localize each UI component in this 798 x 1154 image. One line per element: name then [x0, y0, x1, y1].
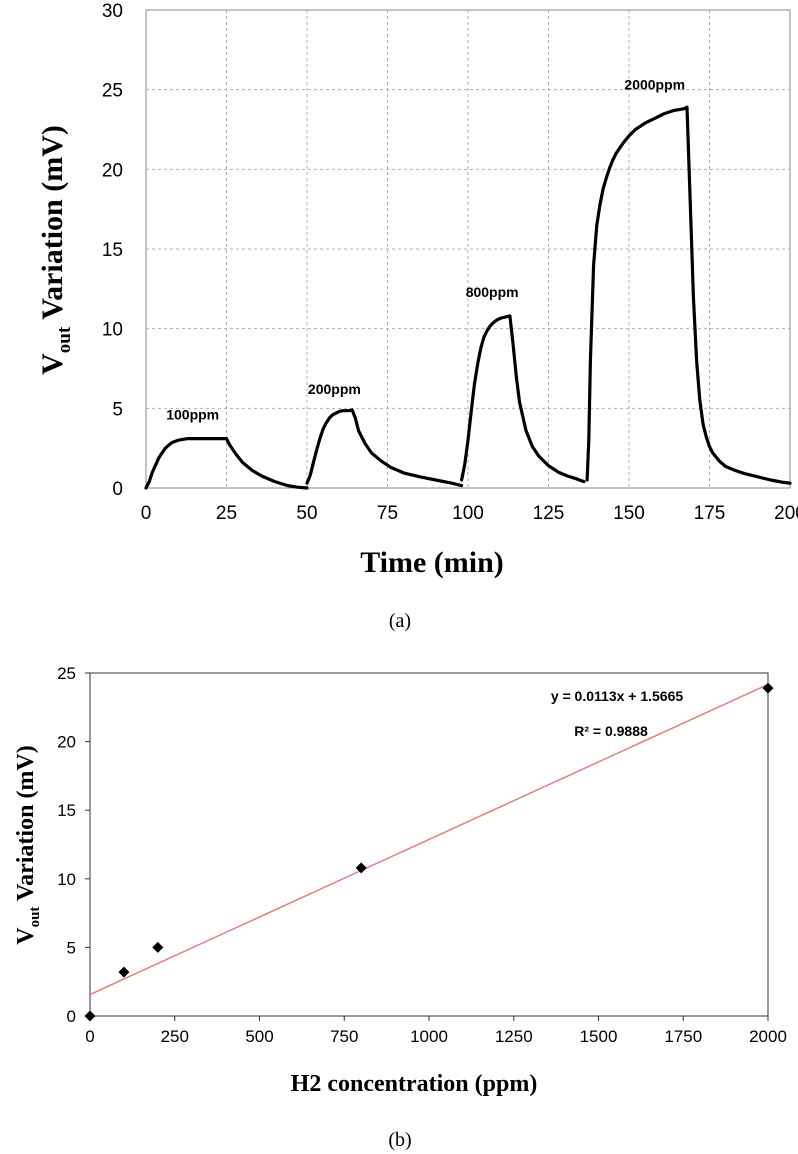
chart-b-x-tick-label: 2000 [749, 1027, 787, 1046]
chart-b-y-title-main: V [13, 927, 39, 945]
chart-b-y-title-rest: Variation (mV) [13, 745, 39, 906]
chart-a-annotation: 200ppm [308, 381, 361, 397]
chart-b-x-ticks: 0 250 500 750 1000 1250 1500 1750 2000 [85, 1016, 787, 1046]
chart-a-annotations: 100ppm 200ppm 800ppm 2000ppm [166, 77, 685, 423]
chart-b-y-title-sub: out [27, 907, 43, 928]
chart-a-caption: (a) [389, 610, 411, 632]
chart-a-x-tick-label: 0 [141, 503, 152, 524]
chart-a-y-tick-label: 25 [102, 81, 123, 102]
chart-b-equation: y = 0.0113x + 1.5665 [551, 688, 684, 704]
chart-a-y-ticks: 0 5 10 15 20 25 30 [102, 1, 123, 500]
chart-b-points [84, 682, 774, 1022]
chart-a-y-title-main: V [36, 353, 69, 375]
chart-a-x-tick-label: 75 [377, 503, 398, 524]
chart-a-y-title-sub: out [54, 326, 75, 353]
chart-a-x-axis-title: Time (min) [360, 546, 504, 579]
chart-a-y-tick-label: 0 [112, 479, 123, 500]
chart-b-y-tick-label: 5 [67, 938, 76, 957]
chart-b-x-tick-label: 250 [161, 1027, 189, 1046]
chart-a-y-axis-title: Vout Variation (mV) [36, 125, 75, 375]
chart-b-x-axis-title: H2 concentration (ppm) [291, 1071, 538, 1097]
chart-b-trendline [89, 683, 769, 996]
chart-a-series-line [305, 408, 464, 488]
chart-b-y-tick-label: 10 [57, 870, 76, 889]
chart-a-y-tick-label: 10 [102, 320, 123, 341]
chart-b-x-tick-label: 1000 [410, 1027, 448, 1046]
chart-b-y-axis-title: Vout Variation (mV) [13, 745, 43, 945]
chart-b-y-tick-label: 0 [67, 1007, 76, 1026]
chart-b: 0 250 500 750 1000 1250 1500 1750 2000 0 5 10 15 20 2… [13, 664, 787, 1151]
chart-a-x-tick-label: 150 [613, 503, 645, 524]
chart-b-caption: (b) [388, 1129, 411, 1151]
chart-a-x-tick-label: 200 [774, 503, 798, 524]
chart-b-y-tick-label: 15 [57, 801, 76, 820]
chart-b-x-tick-label: 750 [330, 1027, 358, 1046]
chart-a-series-line [144, 437, 309, 490]
chart-b-r-squared: R² = 0.9888 [574, 723, 648, 739]
chart-a-x-tick-label: 175 [694, 503, 726, 524]
chart-b-x-tick-label: 1250 [495, 1027, 533, 1046]
chart-b-data-point [762, 682, 774, 694]
chart-a-x-tick-label: 50 [296, 503, 317, 524]
chart-a-y-title-rest: Variation (mV) [36, 125, 69, 327]
chart-b-x-tick-label: 1750 [664, 1027, 702, 1046]
chart-a-annotation: 800ppm [466, 284, 519, 300]
chart-b-data-point [118, 966, 130, 978]
chart-b-data-point [355, 862, 367, 874]
chart-a-series-line [460, 314, 586, 484]
chart-b-y-tick-label: 25 [57, 664, 76, 683]
chart-a-series-line [585, 105, 792, 485]
chart-b-data-point [152, 941, 164, 953]
chart-b-trendline-group [89, 683, 769, 996]
chart-b-x-tick-label: 0 [85, 1027, 94, 1046]
chart-a-annotation: 2000ppm [624, 77, 685, 93]
chart-b-data-point [84, 1010, 96, 1022]
chart-a-plot-area [145, 9, 791, 489]
chart-a-annotation: 100ppm [166, 406, 219, 422]
chart-a-series [144, 105, 792, 490]
chart-b-y-ticks: 0 5 10 15 20 25 [57, 664, 90, 1026]
chart-a-x-ticks: 0 25 50 75 100 125 150 175 200 [141, 503, 798, 524]
chart-a: 0 25 50 75 100 125 150 175 200 0 5 10 15 20 25 30 100p… [36, 1, 798, 632]
chart-b-x-tick-label: 1500 [580, 1027, 618, 1046]
chart-a-y-tick-label: 30 [102, 1, 123, 22]
chart-a-y-tick-label: 20 [102, 160, 123, 181]
chart-a-y-tick-label: 15 [102, 240, 123, 261]
chart-b-y-tick-label: 20 [57, 733, 76, 752]
chart-b-x-tick-label: 500 [245, 1027, 273, 1046]
chart-a-y-tick-label: 5 [112, 399, 123, 420]
chart-a-grid [146, 10, 790, 488]
chart-a-x-tick-label: 125 [533, 503, 565, 524]
chart-b-plot-area [89, 672, 769, 1017]
chart-a-x-tick-label: 100 [452, 503, 484, 524]
chart-a-x-tick-label: 25 [216, 503, 237, 524]
